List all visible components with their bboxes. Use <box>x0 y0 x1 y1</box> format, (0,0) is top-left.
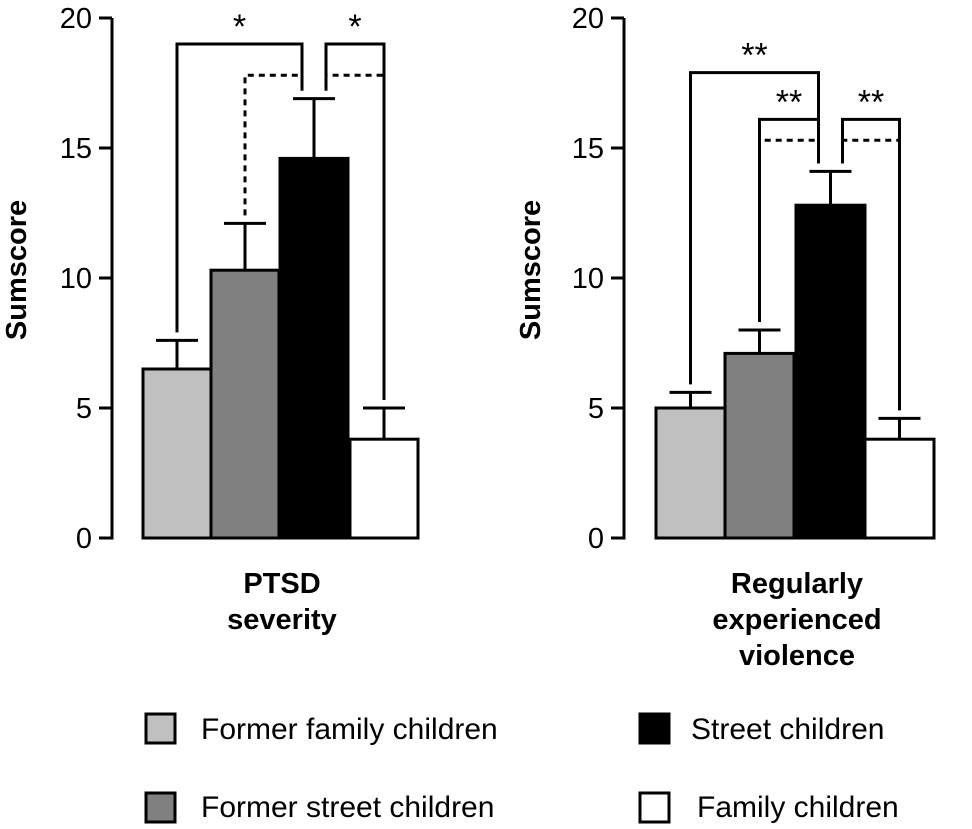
legend-swatch <box>638 791 671 824</box>
legend-swatch <box>638 712 671 745</box>
x-group-label: PTSD <box>243 568 320 600</box>
bar-family-children <box>348 437 420 540</box>
legend-swatch <box>144 791 177 824</box>
y-tick-label: 20 <box>60 3 92 35</box>
y-tick-label: 15 <box>60 133 92 165</box>
y-tick-label: 5 <box>588 393 604 425</box>
legend-swatch <box>144 712 177 745</box>
legend: Former family children Street children For… <box>144 712 899 824</box>
bar-former-street-children <box>723 351 796 540</box>
bar-street-children <box>794 203 867 540</box>
chart-panel-1: 0 5 10 15 20 Sumscore * * PTSD severity <box>1 3 420 636</box>
x-group-label: severity <box>227 604 337 636</box>
y-tick-label: 0 <box>588 523 604 555</box>
significance-bracket-dashed <box>841 138 901 411</box>
significance-label: ** <box>741 37 767 75</box>
bar-former-family-children <box>654 406 727 540</box>
significance-bracket-dashed <box>243 73 304 216</box>
significance-label: * <box>348 8 361 46</box>
bar-street-children <box>278 156 350 540</box>
legend-label: Street children <box>691 713 884 746</box>
legend-label: Former street children <box>201 791 494 824</box>
significance-label: ** <box>776 83 802 121</box>
y-tick-label: 15 <box>572 133 604 165</box>
y-axis-title: Sumscore <box>1 200 33 340</box>
bar-former-street-children <box>209 268 281 540</box>
y-tick-label: 10 <box>572 263 604 295</box>
x-group-label: experienced <box>712 604 881 636</box>
x-group-label: violence <box>739 640 855 672</box>
legend-item: Former street children <box>144 791 494 824</box>
y-tick-label: 10 <box>60 263 92 295</box>
y-tick-label: 0 <box>76 523 92 555</box>
significance-bracket-dashed <box>758 138 820 322</box>
legend-label: Family children <box>697 791 899 824</box>
y-tick-label: 5 <box>76 393 92 425</box>
x-group-label: Regularly <box>731 568 863 600</box>
legend-label: Former family children <box>201 713 498 746</box>
y-tick-label: 20 <box>572 3 604 35</box>
significance-bracket-dashed <box>324 73 386 400</box>
legend-item: Family children <box>638 791 899 824</box>
legend-item: Former family children <box>144 712 498 746</box>
y-axis-title: Sumscore <box>515 200 547 340</box>
significance-label: * <box>233 8 246 46</box>
bar-family-children <box>863 437 936 540</box>
significance-bracket <box>175 42 304 333</box>
legend-item: Street children <box>638 712 884 746</box>
bar-former-family-children <box>141 367 213 540</box>
significance-label: ** <box>858 83 884 121</box>
